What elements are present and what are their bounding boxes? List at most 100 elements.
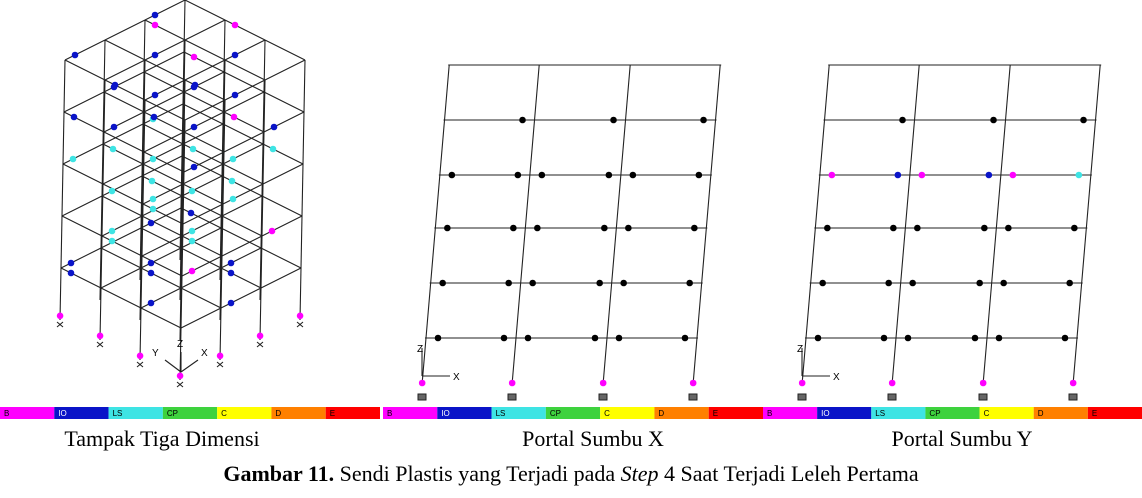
member — [910, 120, 915, 175]
member — [221, 228, 261, 248]
hinge — [620, 280, 627, 287]
member — [63, 164, 103, 184]
hinge — [229, 178, 236, 185]
member — [104, 112, 144, 132]
member — [225, 60, 265, 80]
hinge — [150, 206, 157, 213]
legend-label: C — [604, 409, 610, 418]
member — [825, 65, 830, 120]
member — [224, 112, 264, 132]
hinge — [109, 238, 116, 245]
hinge — [68, 260, 75, 267]
member — [144, 152, 184, 172]
hinge — [625, 225, 632, 232]
member — [811, 228, 816, 283]
member — [142, 176, 182, 196]
axis — [165, 360, 181, 372]
hinge — [270, 146, 277, 153]
member — [303, 112, 304, 164]
panel-caption: Tampak Tiga Dimensi — [0, 426, 352, 452]
hinge — [1062, 335, 1069, 342]
hinge — [686, 280, 693, 287]
hinge — [519, 117, 526, 124]
panel-caption: Portal Sumbu Y — [772, 426, 1142, 452]
member — [265, 60, 305, 80]
hinge — [529, 280, 536, 287]
hinge — [97, 333, 104, 340]
member — [1001, 120, 1006, 175]
hinge — [189, 268, 196, 275]
member — [225, 20, 265, 40]
legend-label: E — [713, 409, 718, 418]
hinge — [799, 380, 806, 387]
member — [61, 268, 101, 288]
member — [521, 228, 526, 283]
hinge — [691, 225, 698, 232]
member — [223, 144, 263, 164]
member — [512, 338, 516, 385]
hinge — [232, 92, 239, 99]
member — [103, 164, 143, 184]
member — [702, 228, 707, 283]
member — [716, 65, 721, 120]
member — [64, 92, 104, 112]
hinge — [1066, 280, 1073, 287]
hinge — [986, 172, 993, 179]
member — [263, 144, 303, 164]
member — [181, 208, 221, 228]
hinge — [606, 172, 613, 179]
hinge — [152, 92, 159, 99]
hinge — [444, 225, 451, 232]
member — [183, 144, 223, 164]
hinge — [435, 335, 442, 342]
hinge — [191, 54, 198, 61]
member — [697, 283, 702, 338]
hinge — [534, 225, 541, 232]
member — [62, 196, 102, 216]
hinge — [700, 117, 707, 124]
hinge — [297, 313, 304, 320]
member — [1091, 120, 1096, 175]
member — [101, 268, 141, 288]
axis-label: X — [833, 372, 840, 383]
member — [806, 283, 811, 338]
hinge — [152, 22, 159, 29]
caption-italic: Step — [621, 461, 659, 486]
member — [264, 92, 304, 112]
hinge — [890, 225, 897, 232]
member — [181, 248, 221, 268]
member — [62, 164, 63, 216]
axis-label: X — [201, 348, 208, 359]
member — [992, 228, 997, 283]
hinge — [228, 300, 235, 307]
hinge — [151, 114, 158, 121]
hinge — [914, 225, 921, 232]
support — [418, 394, 426, 400]
member — [435, 175, 440, 228]
caption-text-end: 4 Saat Terjadi Leleh Pertama — [664, 461, 919, 486]
member — [64, 60, 65, 112]
member — [440, 120, 445, 175]
axis-label: Z — [177, 339, 183, 350]
hinge — [501, 335, 508, 342]
hinge — [972, 335, 979, 342]
legend-label: LS — [113, 409, 123, 418]
support — [508, 394, 516, 400]
legend-label: C — [221, 409, 227, 418]
hinge — [510, 225, 517, 232]
legend-label: LS — [875, 409, 885, 418]
hinge — [596, 280, 603, 287]
hinge — [71, 114, 78, 121]
hinge — [137, 353, 144, 360]
hinge — [895, 172, 902, 179]
support — [979, 394, 987, 400]
hinge — [110, 146, 117, 153]
hinge — [228, 260, 235, 267]
member — [263, 164, 303, 184]
member — [1077, 283, 1082, 338]
hinge — [148, 260, 155, 267]
hinge — [601, 225, 608, 232]
hinge — [190, 146, 197, 153]
member — [711, 120, 716, 175]
hinge — [217, 353, 224, 360]
